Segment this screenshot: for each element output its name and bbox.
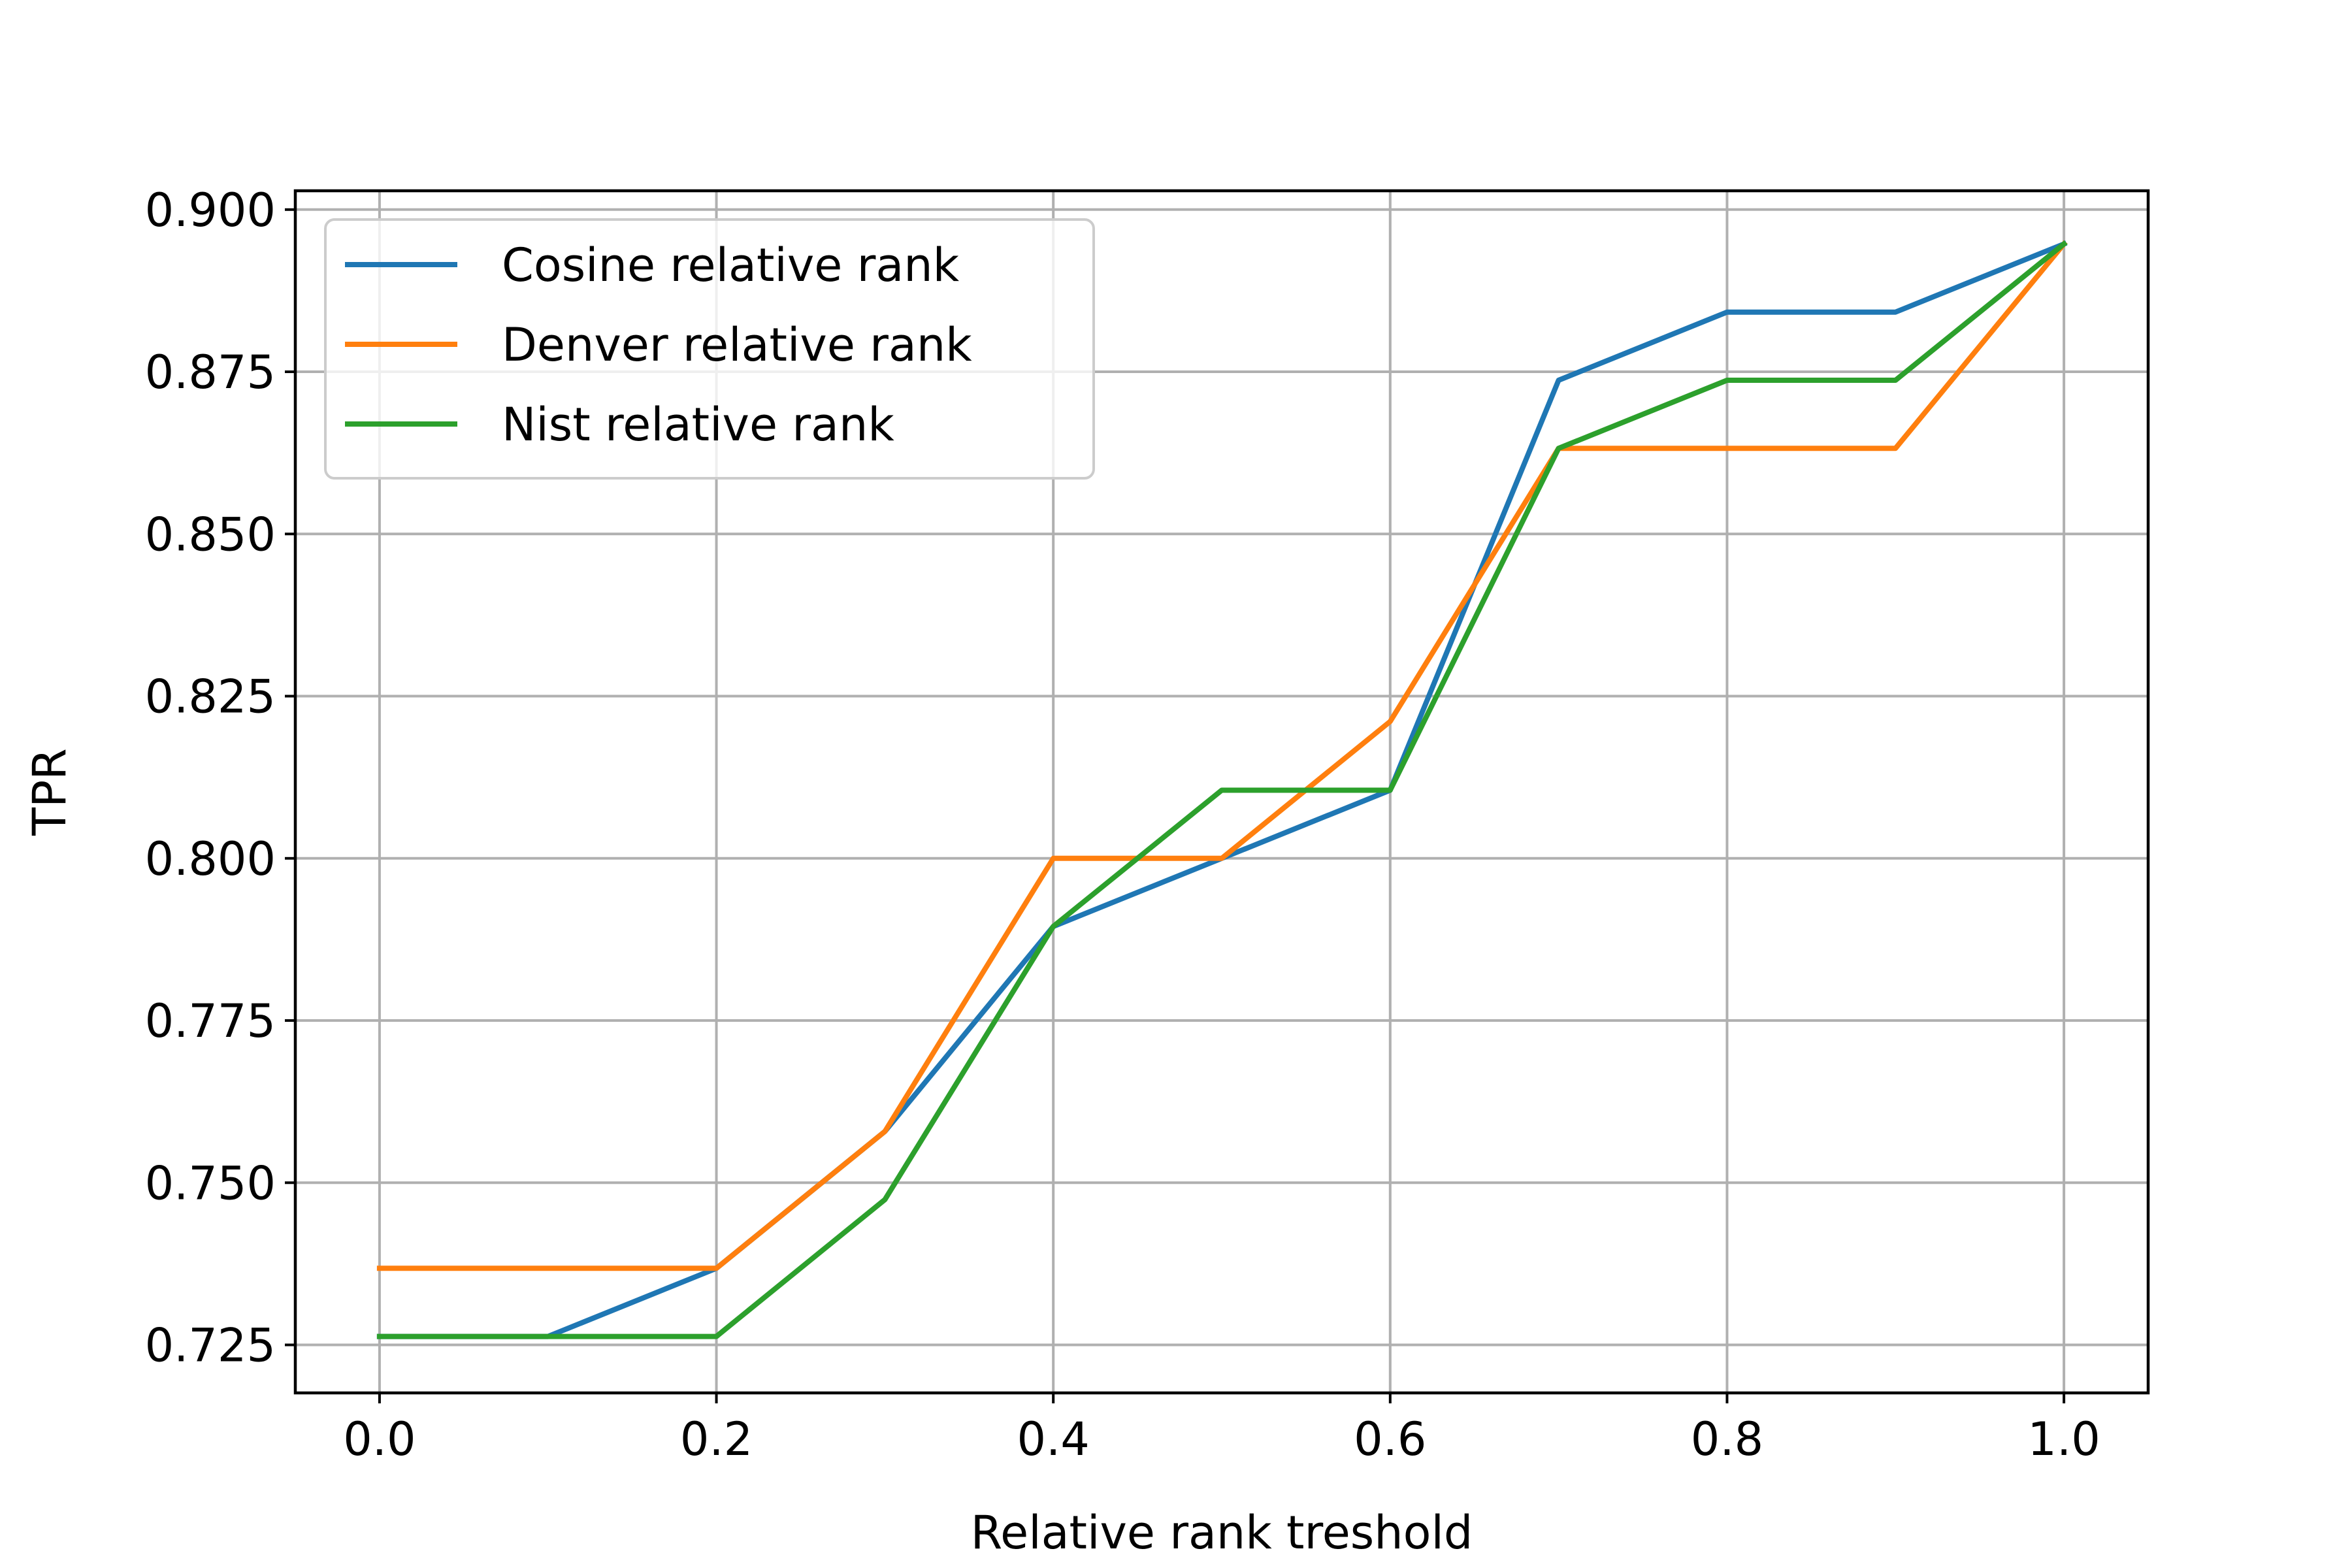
x-tick-label: 0.2 [680, 1413, 753, 1466]
x-tick-label: 1.0 [2027, 1413, 2100, 1466]
legend-label-2: Denver relative rank [502, 318, 972, 372]
y-tick-label: 0.800 [145, 832, 276, 886]
y-axis-label: TPR [23, 748, 76, 836]
series-lines [376, 240, 2068, 1339]
y-tick-label: 0.850 [145, 508, 276, 561]
ticks: 0.0 0.2 0.4 0.6 0.8 1.0 0.725 0.750 0.775 0.800 0.… [145, 184, 2100, 1466]
y-tick-label: 0.775 [145, 994, 276, 1048]
y-tick-label: 0.825 [145, 670, 276, 724]
x-tick-label: 0.4 [1017, 1413, 1090, 1466]
legend-label-1: Cosine relative rank [502, 238, 960, 292]
x-axis-label: Relative rank treshold [971, 1506, 1473, 1560]
legend-box [324, 218, 1095, 480]
y-tick-label: 0.875 [145, 346, 276, 399]
y-tick-label: 0.900 [145, 184, 276, 237]
legend-label-3: Nist relative rank [502, 398, 894, 451]
legend: Cosine relative rank Denver relative rank… [324, 218, 1095, 480]
x-tick-label: 0.0 [343, 1413, 416, 1466]
y-tick-label: 0.725 [145, 1319, 276, 1373]
series-line-3 [376, 240, 2068, 1339]
y-tick-label: 0.750 [145, 1156, 276, 1210]
plot-frame [293, 189, 2150, 1395]
x-tick-label: 0.8 [1691, 1413, 1763, 1466]
series-line-2 [376, 240, 2068, 1271]
x-tick-label: 0.6 [1354, 1413, 1426, 1466]
